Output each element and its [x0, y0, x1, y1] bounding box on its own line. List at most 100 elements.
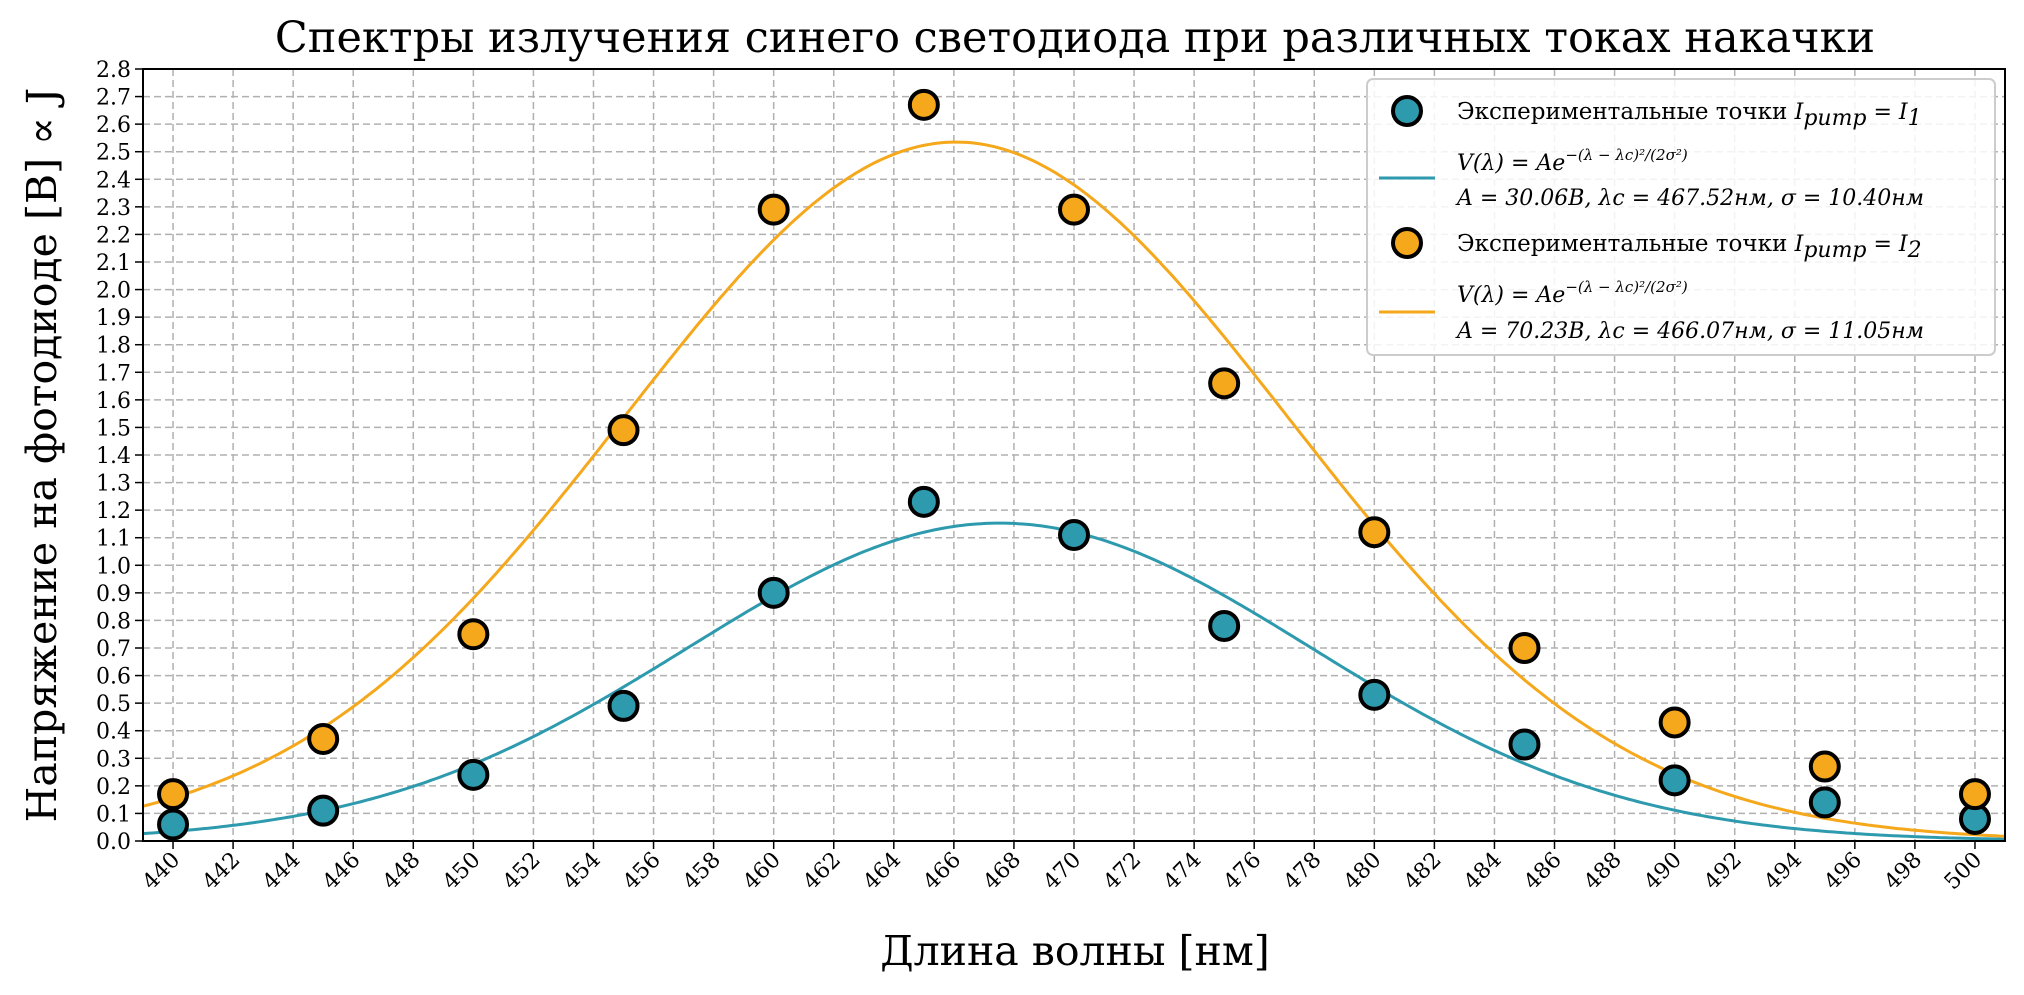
x-tick-label: 496 — [1820, 848, 1867, 895]
y-axis-ticks: 0.00.10.20.30.40.50.60.70.80.91.01.11.21… — [96, 58, 143, 855]
y-tick-label: 2.8 — [96, 58, 131, 83]
y-tick-label: 1.7 — [96, 361, 131, 386]
y-tick-label: 0.2 — [96, 775, 131, 800]
x-tick-label: 448 — [378, 848, 425, 895]
legend-entry-3-math: I — [1794, 232, 1805, 257]
x-tick-label: 446 — [318, 848, 365, 895]
x-tick-label: 484 — [1459, 848, 1506, 895]
data-point-series-2 — [1808, 750, 1841, 783]
legend-entry-3-tailsub: 2 — [1907, 238, 1922, 263]
fit-curve-2 — [142, 140, 2006, 838]
y-tick-label: 0.3 — [96, 747, 131, 772]
legend-entry-4-params: A = 70.23В, λc = 466.07нм, σ = 11.05нм — [1455, 319, 1924, 344]
y-tick-label: 1.1 — [96, 527, 131, 552]
x-tick-label: 492 — [1700, 848, 1747, 895]
legend-marker-series-1 — [1391, 95, 1423, 127]
data-point-series-2 — [1658, 706, 1691, 739]
y-tick-label: 1.4 — [96, 444, 131, 469]
y-tick-label: 2.0 — [96, 279, 131, 304]
legend-entry-2-formula: V(λ) = Ae−(λ − λc)²/(2σ²) — [1457, 146, 1688, 176]
grid — [143, 68, 2005, 842]
legend-entry-3-sub: pump — [1803, 238, 1866, 263]
y-tick-label: 1.0 — [96, 554, 131, 579]
y-tick-label: 0.0 — [96, 830, 131, 855]
x-axis-ticks: 440 442 444 446 448 450 452 454 456 458 460 462 464 4… — [138, 841, 1987, 895]
x-tick-label: 486 — [1519, 848, 1566, 895]
y-tick-label: 1.8 — [96, 334, 131, 359]
y-tick-label: 1.3 — [96, 472, 131, 497]
y-tick-label: 0.5 — [96, 692, 131, 717]
data-point-series-1 — [757, 576, 790, 609]
x-tick-label: 476 — [1219, 848, 1266, 895]
data-point-series-1 — [1358, 678, 1391, 711]
legend-entry-1-sub: pump — [1803, 106, 1866, 131]
y-tick-label: 0.1 — [96, 802, 131, 827]
data-point-series-2 — [1208, 367, 1241, 400]
legend-entry-1-math: I — [1794, 100, 1805, 125]
y-tick-label: 2.2 — [96, 223, 131, 248]
x-tick-label: 468 — [979, 848, 1026, 895]
x-tick-label: 490 — [1640, 848, 1687, 895]
x-tick-label: 500 — [1940, 848, 1987, 895]
data-point-series-1 — [307, 794, 340, 827]
data-point-series-2 — [1358, 516, 1391, 549]
data-point-series-2 — [457, 618, 490, 651]
y-tick-label: 2.7 — [96, 86, 131, 111]
legend-box — [1366, 78, 1996, 356]
x-tick-label: 460 — [739, 848, 786, 895]
x-tick-label: 482 — [1399, 848, 1446, 895]
legend-entry-4-formula-base: V(λ) = Ae — [1457, 283, 1565, 308]
legend-entry-2-params: A = 30.06В, λc = 467.52нм, σ = 10.40нм — [1455, 186, 1924, 211]
x-tick-label: 488 — [1579, 848, 1626, 895]
data-point-series-2 — [157, 778, 190, 811]
data-point-series-2 — [307, 722, 340, 755]
legend-entry-4-formula-exp: −(λ − λc)²/(2σ²) — [1565, 278, 1688, 296]
x-tick-label: 472 — [1099, 848, 1146, 895]
x-axis-label: Длина волны [нм] — [880, 927, 1270, 975]
y-tick-label: 0.7 — [96, 637, 131, 662]
x-tick-label: 454 — [558, 848, 605, 895]
y-tick-label: 0.4 — [96, 720, 131, 745]
legend-entry-2-formula-base: V(λ) = Ae — [1457, 151, 1565, 176]
x-tick-label: 444 — [258, 848, 305, 895]
x-tick-label: 494 — [1760, 848, 1807, 895]
y-tick-label: 0.8 — [96, 609, 131, 634]
x-tick-label: 478 — [1279, 848, 1326, 895]
data-point-series-1 — [1808, 786, 1841, 819]
data-point-series-1 — [1658, 764, 1691, 797]
x-tick-label: 462 — [799, 848, 846, 895]
y-tick-label: 0.9 — [96, 582, 131, 607]
y-tick-label: 2.6 — [96, 113, 131, 138]
x-tick-label: 470 — [1039, 848, 1086, 895]
data-point-series-1 — [607, 689, 640, 722]
y-axis-label: Напряжение на фотодиоде [В] ∝ J — [18, 88, 66, 823]
data-point-series-2 — [907, 88, 940, 121]
y-tick-label: 2.5 — [96, 141, 131, 166]
chart-title: Спектры излучения синего светодиода при … — [275, 13, 1875, 63]
x-tick-label: 480 — [1339, 848, 1386, 895]
x-tick-label: 464 — [859, 848, 906, 895]
data-point-series-2 — [607, 414, 640, 447]
legend-entry-1: Экспериментальные точки Ipump = I1 — [1457, 99, 1922, 131]
data-point-series-1 — [907, 485, 940, 518]
x-tick-label: 474 — [1159, 848, 1206, 895]
y-tick-label: 2.1 — [96, 251, 131, 276]
legend-entry-3-tail: = I — [1867, 232, 1909, 257]
legend-entry-1-tailsub: 1 — [1908, 106, 1922, 131]
x-tick-label: 452 — [498, 848, 545, 895]
y-tick-label: 2.4 — [96, 168, 131, 193]
x-tick-label: 456 — [618, 848, 665, 895]
y-tick-label: 0.6 — [96, 665, 131, 690]
x-tick-label: 442 — [198, 848, 245, 895]
legend-entry-3-text: Экспериментальные точки — [1457, 231, 1795, 257]
data-point-series-2 — [1958, 778, 1991, 811]
x-tick-label: 440 — [138, 848, 185, 895]
y-tick-label: 2.3 — [96, 196, 131, 221]
y-tick-label: 1.9 — [96, 306, 131, 331]
data-point-series-1 — [1208, 609, 1241, 642]
legend-entry-4-formula: V(λ) = Ae−(λ − λc)²/(2σ²) — [1457, 278, 1688, 308]
y-tick-label: 1.6 — [96, 389, 131, 414]
data-point-series-2 — [1058, 193, 1090, 226]
x-tick-label: 450 — [438, 848, 485, 895]
